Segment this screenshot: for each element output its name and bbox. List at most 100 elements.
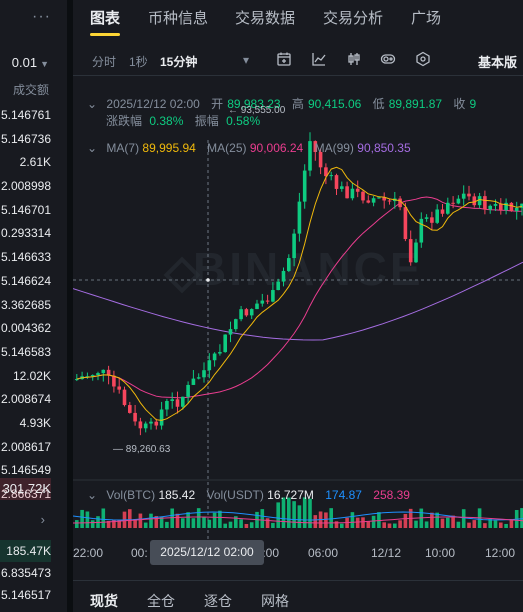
collapse-chevron-icon[interactable]: ⌄: [87, 488, 98, 502]
candle-body: [377, 197, 381, 199]
change-value: 0.38%: [149, 114, 184, 128]
volume-bar: [85, 511, 90, 528]
ask-row[interactable]: 5.146701: [0, 202, 51, 217]
ask-row[interactable]: 5.146736: [0, 131, 51, 146]
calendar-add-icon[interactable]: [276, 51, 292, 67]
volume-bar: [308, 498, 312, 528]
interval-more-caret[interactable]: ▾: [243, 53, 250, 67]
ask-row[interactable]: 2.61K: [19, 155, 51, 170]
ask-row[interactable]: 0.293314: [0, 226, 51, 241]
high-label: 高: [291, 97, 304, 111]
ask-row[interactable]: 12.02K: [12, 368, 51, 383]
candle-body: [271, 290, 275, 302]
ohlc-date: 2025/12/12 02:00: [106, 97, 200, 111]
basic-view-toggle[interactable]: 基本版: [477, 55, 517, 70]
tab-cross-margin[interactable]: 全仓: [147, 593, 175, 609]
volume-bar: [340, 523, 344, 528]
candle-body: [212, 353, 217, 361]
candle-body: [191, 378, 196, 385]
ask-row[interactable]: 5.146633: [0, 250, 51, 265]
volume-bar: [430, 512, 434, 528]
low-price-marker: — 89,260.63: [113, 444, 171, 455]
volume-bar: [143, 522, 148, 528]
ask-row[interactable]: 2.008674: [0, 392, 51, 407]
candle-body: [302, 170, 307, 202]
ma7-label: MA(7): [106, 141, 140, 155]
volume-bar: [361, 517, 365, 528]
compare-icon[interactable]: [380, 51, 396, 67]
candle-body: [112, 375, 116, 387]
ask-row[interactable]: 5.146624: [0, 273, 51, 288]
candle-body: [324, 167, 328, 177]
bid-row[interactable]: 185.47K: [0, 540, 51, 562]
close-label: 收: [453, 97, 466, 111]
tab-grid[interactable]: 网格: [261, 593, 289, 609]
volume-bar: [467, 522, 471, 528]
vol-ma10-value: 258.39: [373, 488, 410, 502]
order-book-panel: ··· 0.01 ▼ 成交额 5.146761 5.146736 2.61K 2.…: [0, 0, 68, 612]
interval-15m[interactable]: 15分钟: [160, 55, 198, 69]
ask-row[interactable]: 2.008998: [0, 179, 51, 194]
candle-body: [297, 201, 302, 234]
mid-row[interactable]: 301.72K: [0, 478, 51, 500]
ma7-line: [76, 166, 523, 421]
volume-ma-lines: [73, 511, 523, 524]
x-tick: 22:00: [73, 546, 104, 560]
volume-bar: [149, 513, 153, 528]
low-price-label: 89,260.63: [125, 444, 171, 455]
tab-isolated-margin[interactable]: 逐仓: [204, 593, 232, 609]
chevron-right-icon[interactable]: ›: [40, 512, 45, 527]
tab-spot[interactable]: 现货: [90, 593, 118, 609]
depth-bar: [0, 540, 51, 562]
ask-row[interactable]: 2.008617: [0, 439, 51, 454]
collapse-chevron-icon[interactable]: ⌄: [87, 141, 98, 155]
ask-row[interactable]: 5.146549: [0, 463, 51, 478]
volume-bar: [493, 520, 498, 528]
settings-icon[interactable]: [415, 51, 431, 67]
tab-square[interactable]: 广场: [411, 10, 442, 27]
candle-body: [90, 375, 95, 377]
bid-value: 185.47K: [6, 544, 51, 558]
volume-bar: [387, 523, 392, 528]
bid-row[interactable]: 6.835473: [0, 566, 51, 580]
ask-row[interactable]: 3.362685: [0, 297, 51, 312]
more-options-icon[interactable]: ···: [32, 8, 51, 25]
candle-body: [223, 334, 227, 353]
candle-body: [414, 242, 418, 263]
volume-bar: [440, 518, 445, 528]
interval-1s[interactable]: 1秒: [129, 55, 148, 69]
high-value: 90,415.06: [307, 97, 362, 111]
ask-row[interactable]: 4.93K: [19, 415, 51, 430]
change-label: 涨跌幅: [106, 114, 143, 128]
ask-row[interactable]: 5.146761: [0, 108, 51, 122]
tab-trade-analysis[interactable]: 交易分析: [323, 10, 384, 27]
ask-row[interactable]: 5.146583: [0, 344, 51, 359]
volume-bar: [191, 518, 196, 528]
indicator-icon[interactable]: [311, 51, 327, 67]
volume-bar: [181, 518, 185, 528]
bid-row[interactable]: 5.146517: [0, 588, 51, 602]
interval-timeline[interactable]: 分时: [92, 55, 117, 69]
volume-bar: [398, 520, 402, 528]
candle-body: [117, 386, 121, 390]
ask-row[interactable]: 2.866371: [0, 487, 51, 501]
precision-select[interactable]: 0.01 ▼: [12, 55, 49, 70]
volume-bar: [456, 521, 461, 528]
candle-type-icon[interactable]: [346, 51, 362, 67]
candle-body: [96, 373, 100, 376]
chart-canvas: BINANCE: [73, 132, 523, 540]
volume-bar: [297, 505, 302, 528]
tab-chart[interactable]: 图表: [90, 10, 121, 27]
tab-coin-info[interactable]: 币种信息: [148, 10, 209, 27]
volume-bar: [393, 523, 397, 528]
volume-bar: [287, 497, 291, 528]
collapse-chevron-icon[interactable]: ⌄: [87, 97, 98, 111]
volume-bar: [292, 501, 296, 528]
candle-body: [340, 186, 344, 189]
tab-trade-data[interactable]: 交易数据: [235, 10, 296, 27]
candle-body: [520, 203, 523, 208]
volume-bar: [212, 512, 217, 528]
volume-bar: [186, 512, 190, 528]
ask-row[interactable]: 0.004362: [0, 321, 51, 336]
